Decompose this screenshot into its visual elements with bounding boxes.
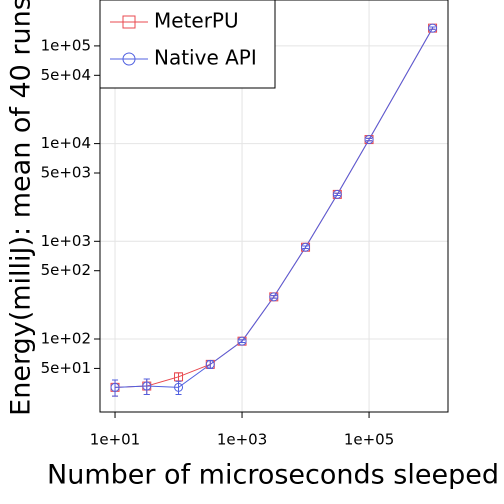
legend-label: Native API [154,46,257,70]
error-bar [429,26,436,30]
y-tick-label: 1e+02 [41,330,91,348]
error-bar [302,245,309,249]
series-line [115,27,433,388]
point [332,189,342,199]
y-tick-label: 1e+04 [41,134,91,152]
error-bar [112,379,119,397]
point [301,242,311,252]
error-bar [334,192,341,197]
point [428,23,438,33]
legend-label: MeterPU [154,9,239,33]
y-tick-label: 1e+03 [41,232,91,250]
error-bar [143,378,150,396]
point [364,135,374,145]
point [142,381,152,391]
plot-frame [99,0,449,413]
y-tick-label: 5e+02 [41,261,91,279]
x-tick-label: 1e+01 [90,431,140,449]
error-bar [270,295,277,299]
error-bar [366,137,373,142]
legend-marker [122,15,136,29]
y-tick-label: 5e+01 [41,359,91,377]
legend-marker [122,52,136,66]
x-axis-title: Number of microseconds sleeped [47,460,499,491]
y-tick-label: 1e+05 [41,36,91,54]
point [205,359,215,369]
legend-box [99,0,276,89]
point [237,336,247,346]
legend: MeterPU Native API [99,0,276,89]
y-axis-title: Energy(milliJ): mean of 40 runs [6,0,37,416]
point [110,382,120,392]
point [174,382,184,392]
x-tick-label: 1e+05 [344,431,394,449]
point [269,292,279,302]
error-bar [239,339,246,344]
y-tick-label: 5e+03 [41,164,91,182]
y-tick-label: 5e+04 [41,66,91,84]
x-tick-label: 1e+03 [217,431,267,449]
